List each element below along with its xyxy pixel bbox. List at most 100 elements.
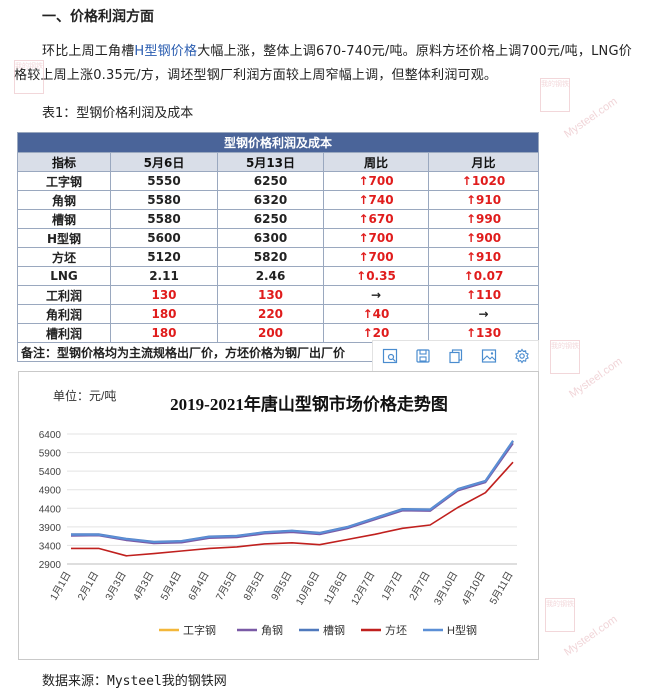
weekly-change-cell: ↑700: [323, 228, 429, 248]
y-tick-label: 3900: [39, 523, 62, 534]
monthly-change-cell: ↑900: [427, 228, 540, 248]
paragraph-text-1: 环比上周工角槽: [42, 44, 135, 59]
x-tick-label: 8月5日: [241, 570, 267, 603]
table-row: 工字钢 5550 6250 ↑700 ↑1020: [17, 171, 540, 191]
table-title: 型钢价格利润及成本: [16, 132, 540, 153]
intro-paragraph: 环比上周工角槽H型钢价格大幅上涨，整体上调670-740元/吨。原料方坯价格上调…: [14, 40, 634, 88]
series-line: [71, 440, 514, 544]
table-row: 槽利润 180 200 ↑20 ↑130: [17, 323, 540, 343]
watermark-logo: 我的钢铁: [14, 60, 44, 94]
monthly-change-cell: →: [427, 304, 540, 324]
x-tick-label: 4月3日: [131, 570, 157, 603]
price-trend-chart: 单位：元/吨 2019-2021年唐山型钢市场价格走势图 2900 3400 390…: [18, 371, 539, 660]
x-tick-label: 10月6日: [293, 570, 322, 608]
weekly-change-cell: ↑740: [323, 190, 429, 210]
price-cell: 6250: [217, 171, 324, 191]
monthly-change-cell: ↑1020: [427, 171, 540, 191]
price-cell: 5600: [110, 228, 218, 248]
price-cell: 6320: [217, 190, 324, 210]
chart-title: 2019-2021年唐山型钢市场价格走势图: [170, 394, 448, 414]
x-tick-label: 1月7日: [379, 570, 405, 603]
x-tick-label: 6月4日: [186, 570, 212, 603]
price-cell: 5580: [110, 190, 218, 210]
price-cell: 130: [110, 285, 218, 305]
table-row: 工利润 130 130 → ↑110: [17, 285, 540, 305]
series-line: [70, 442, 514, 545]
y-tick-label: 5900: [39, 449, 62, 460]
row-label: 工字钢: [17, 171, 111, 191]
watermark-logo: 我的钢铁: [550, 340, 580, 374]
chart-unit-label: 单位：元/吨: [53, 388, 116, 403]
x-tick-label: 2月7日: [407, 570, 433, 603]
header-cell: 月比: [427, 152, 540, 172]
table-header-row: 指标 5月6日 5月13日 周比 月比: [17, 152, 540, 172]
row-label: 角钢: [17, 190, 111, 210]
x-tick-label: 5月4日: [158, 570, 184, 603]
weekly-change-cell: ↑0.35: [323, 266, 429, 286]
legend-label: H型钢: [447, 623, 477, 637]
section-heading: 一、价格利润方面: [42, 9, 154, 25]
x-tick-label: 12月7日: [349, 570, 378, 608]
table-row: 角利润 180 220 ↑40 →: [17, 304, 540, 324]
settings-icon[interactable]: [511, 345, 533, 367]
monthly-change-cell: ↑0.07: [427, 266, 540, 286]
price-cell: 5550: [110, 171, 218, 191]
price-cell: 180: [110, 323, 218, 343]
header-cell: 5月6日: [110, 152, 218, 172]
legend-label: 工字钢: [183, 623, 216, 637]
row-label: 角利润: [17, 304, 111, 324]
monthly-change-cell: ↑110: [427, 285, 540, 305]
row-label: 槽利润: [17, 323, 111, 343]
price-cell: 220: [217, 304, 324, 324]
chart-svg: 单位：元/吨 2019-2021年唐山型钢市场价格走势图 2900 3400 390…: [39, 388, 517, 637]
watermark-logo: 我的钢铁: [540, 78, 570, 112]
series-line: [71, 461, 514, 557]
price-cell: 5820: [217, 247, 324, 267]
weekly-change-cell: ↑700: [323, 247, 429, 267]
weekly-change-cell: ↑700: [323, 171, 429, 191]
y-tick-label: 5400: [39, 467, 62, 478]
row-label: 槽钢: [17, 209, 111, 229]
table-row: 角钢 5580 6320 ↑740 ↑910: [17, 190, 540, 210]
watermark-logo: 我的钢铁: [545, 598, 575, 632]
table-row: 槽钢 5580 6250 ↑670 ↑990: [17, 209, 540, 229]
monthly-change-cell: ↑910: [427, 190, 540, 210]
price-cell: 6300: [217, 228, 324, 248]
price-cell: 200: [217, 323, 324, 343]
row-label: H型钢: [17, 228, 111, 248]
x-tick-label: 11月6日: [321, 570, 349, 607]
data-source: 数据来源：Mysteel我的钢铁网: [42, 674, 227, 689]
x-tick-label: 3月10日: [432, 570, 461, 608]
y-tick-label: 3400: [39, 541, 62, 552]
table-row: H型钢 5600 6300 ↑700 ↑900: [17, 228, 540, 248]
row-label: 工利润: [17, 285, 111, 305]
weekly-change-cell: ↑40: [323, 304, 429, 324]
x-tick-label: 7月5日: [213, 570, 239, 603]
price-cell: 5580: [110, 209, 218, 229]
price-cell: 5120: [110, 247, 218, 267]
x-tick-label: 4月10日: [459, 570, 488, 608]
h-beam-price-link[interactable]: H型钢价格: [134, 44, 198, 59]
price-cell: 2.11: [110, 266, 218, 286]
row-label: 方坯: [17, 247, 111, 267]
header-cell: 指标: [17, 152, 111, 172]
table-row: LNG 2.11 2.46 ↑0.35 ↑0.07: [17, 266, 540, 286]
watermark-site: Mysteel.com: [562, 95, 620, 141]
price-profit-table: 型钢价格利润及成本 指标 5月6日 5月13日 周比 月比 工字钢 5550 6…: [16, 132, 540, 362]
y-tick-label: 4400: [39, 504, 62, 515]
price-cell: 2.46: [217, 266, 324, 286]
price-cell: 180: [110, 304, 218, 324]
save-icon[interactable]: [412, 345, 434, 367]
x-tick-label: 1月1日: [48, 570, 74, 603]
x-tick-label: 2月1日: [75, 570, 101, 603]
header-cell: 周比: [323, 152, 429, 172]
image-icon[interactable]: [478, 345, 500, 367]
price-cell: 6250: [217, 209, 324, 229]
y-tick-label: 2900: [39, 560, 62, 571]
copy-icon[interactable]: [445, 345, 467, 367]
image-search-icon[interactable]: [379, 345, 401, 367]
legend-label: 方坯: [385, 623, 407, 637]
y-tick-label: 4900: [39, 486, 62, 497]
monthly-change-cell: ↑990: [427, 209, 540, 229]
legend-label: 角钢: [261, 624, 283, 637]
